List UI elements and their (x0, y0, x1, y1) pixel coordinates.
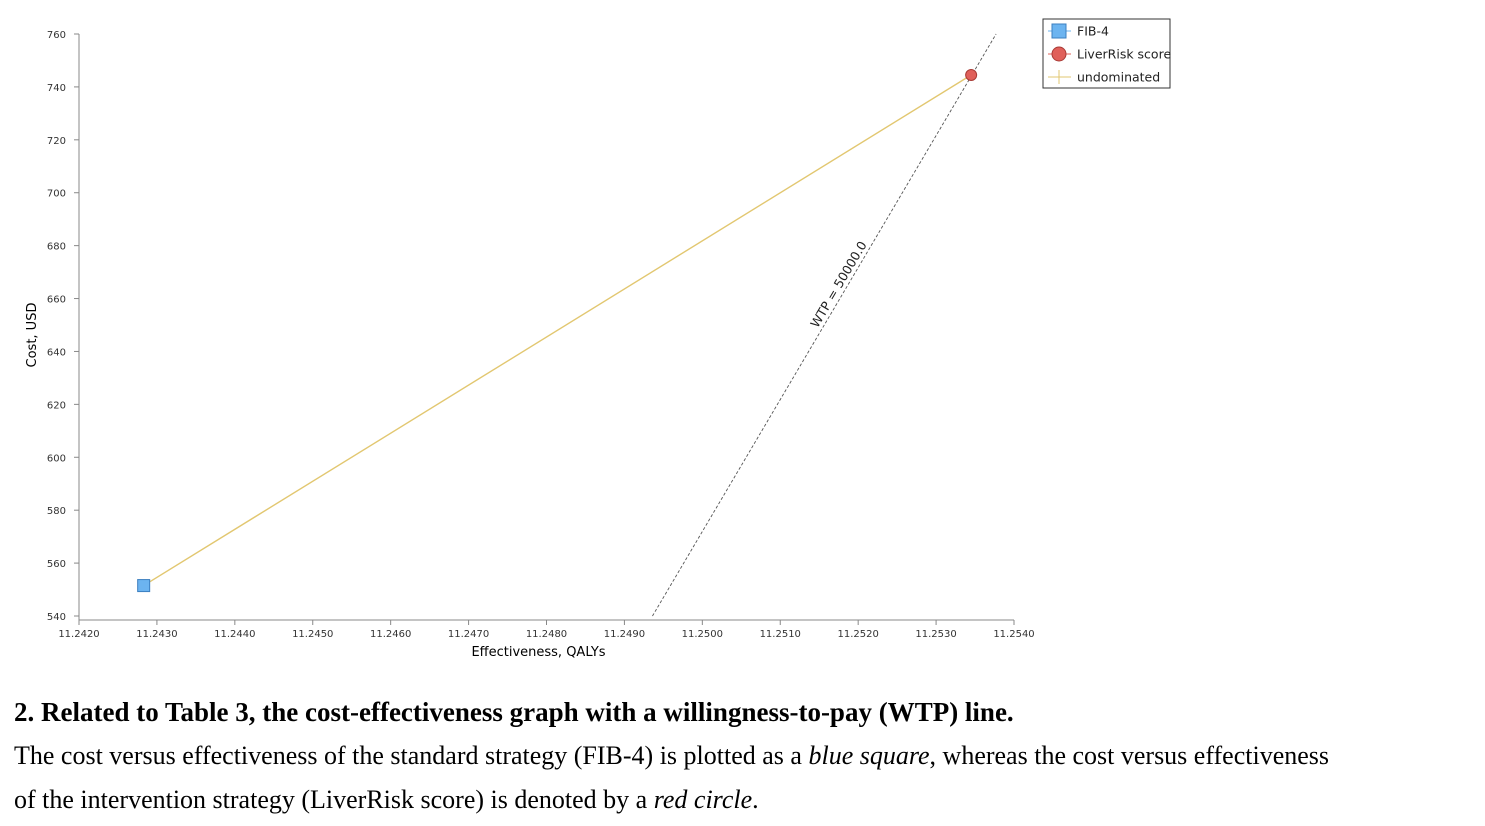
x-tick-label: 11.2490 (604, 629, 645, 640)
y-tick-label: 600 (47, 453, 66, 464)
y-tick-label: 640 (47, 347, 66, 358)
y-tick-label: 620 (47, 400, 66, 411)
caption-text: , whereas the cost versus effectiveness (929, 741, 1330, 770)
x-tick-label: 11.2440 (214, 629, 255, 640)
y-tick-label: 700 (47, 189, 66, 200)
caption-text: . (752, 785, 759, 814)
y-tick-label: 560 (47, 559, 66, 570)
x-tick-label: 11.2420 (58, 629, 99, 640)
x-axis-ticks: 11.2420 11.2430 11.2440 11.2450 11.2460 11.24… (58, 620, 1035, 640)
y-axis-title: Cost, USD (25, 303, 40, 368)
y-tick-label: 760 (47, 30, 66, 41)
undominated-line (143, 74, 972, 587)
y-tick-label: 680 (47, 242, 66, 253)
wtp-line-group: WTP = 50000.0 (652, 33, 997, 617)
series-group (137, 69, 978, 593)
x-tick-label: 11.2430 (136, 629, 177, 640)
x-tick-label: 11.2510 (760, 629, 801, 640)
legend-label: FIB-4 (1077, 24, 1109, 39)
x-tick-label: 11.2520 (837, 629, 878, 640)
x-tick-label: 11.2460 (370, 629, 411, 640)
fib4-point (137, 579, 151, 593)
figure-caption: 2. Related to Table 3, the cost-effectiv… (14, 694, 1479, 822)
caption-body: The cost versus effectiveness of the sta… (14, 734, 1479, 822)
legend: FIB-4 LiverRisk score undominated (1042, 18, 1171, 89)
y-tick-label: 540 (47, 612, 66, 623)
axes (78, 34, 1014, 621)
legend-circle-icon (1051, 46, 1067, 62)
caption-emphasis-red-circle: red circle (653, 785, 753, 814)
legend-label: LiverRisk score (1077, 47, 1171, 62)
caption-text: of the intervention strategy (LiverRisk … (14, 785, 654, 814)
caption-emphasis-blue-square: blue square (808, 741, 930, 770)
caption-title: 2. Related to Table 3, the cost-effectiv… (14, 697, 1014, 727)
legend-label: undominated (1077, 70, 1160, 85)
y-tick-label: 740 (47, 83, 66, 94)
x-tick-label: 11.2480 (526, 629, 567, 640)
x-tick-label: 11.2500 (682, 629, 723, 640)
y-tick-label: 720 (47, 136, 66, 147)
cost-effectiveness-chart: 11.2420 11.2430 11.2440 11.2450 11.2460 11.24… (25, 18, 1171, 660)
legend-square-icon (1051, 23, 1067, 39)
x-tick-label: 11.2540 (993, 629, 1034, 640)
y-tick-label: 580 (47, 506, 66, 517)
caption-line-2: of the intervention strategy (LiverRisk … (14, 778, 1479, 822)
x-tick-label: 11.2450 (292, 629, 333, 640)
x-axis-title: Effectiveness, QALYs (471, 645, 605, 660)
caption-text: The cost versus effectiveness of the sta… (14, 741, 809, 770)
wtp-line (652, 33, 997, 617)
y-tick-label: 660 (47, 295, 66, 306)
x-tick-label: 11.2470 (448, 629, 489, 640)
y-axis-ticks: 540 560 580 600 620 640 660 680 700 720 740 760 (47, 30, 79, 623)
caption-line-1: The cost versus effectiveness of the sta… (14, 734, 1479, 778)
x-tick-label: 11.2530 (915, 629, 956, 640)
liverrisk-point (965, 69, 978, 82)
wtp-label: WTP = 50000.0 (807, 238, 870, 330)
